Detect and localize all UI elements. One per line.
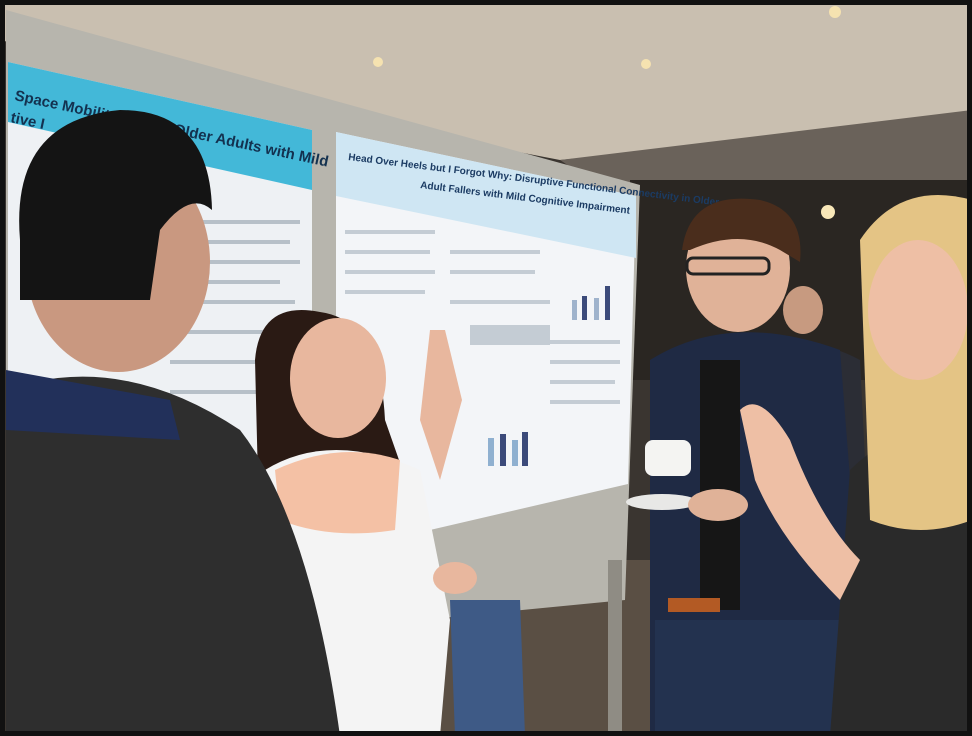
person-cup-part <box>682 198 801 262</box>
poster-text-lines-part <box>170 280 280 284</box>
poster-text-lines-part <box>170 260 300 264</box>
background-part <box>560 110 972 200</box>
poster-right-part <box>336 132 636 258</box>
person-pointing-part <box>420 330 462 480</box>
poster-text-lines-part <box>170 300 295 304</box>
person-background-part <box>783 286 823 334</box>
person-cup-part <box>685 256 771 276</box>
person-pointing-part <box>450 600 525 736</box>
person-blonde-part <box>868 240 968 380</box>
poster-figure-part <box>500 434 506 466</box>
poster-text-lines-part <box>345 250 430 254</box>
person-blonde-part <box>740 404 860 600</box>
poster-text-lines <box>345 230 620 404</box>
poster-title-line: tive I <box>9 109 46 133</box>
poster-text-lines-part <box>450 270 535 274</box>
poster-board-part <box>608 560 622 736</box>
background-part <box>0 0 972 160</box>
poster-text-lines-part <box>170 240 290 244</box>
person-cup-part <box>655 620 840 736</box>
person-cup-part <box>626 494 698 510</box>
person-cup-part <box>645 440 691 476</box>
poster-text-lines-part <box>450 250 540 254</box>
poster-text-lines-part <box>550 380 615 384</box>
person-cup-part <box>668 598 720 612</box>
poster-figure-part <box>605 286 610 320</box>
background-part <box>829 6 841 18</box>
poster-figure-part <box>572 300 577 320</box>
person-cup <box>626 198 870 736</box>
poster-text-lines-part <box>345 290 425 294</box>
background-part <box>641 59 651 69</box>
poster-text-lines-part <box>450 300 550 304</box>
poster-text-lines <box>170 220 300 394</box>
poster-text-lines-part <box>170 360 285 364</box>
poster-figure-part <box>512 440 518 466</box>
person-pointing-part <box>275 452 400 534</box>
person-pointing-part <box>290 318 386 438</box>
poster-figure-part <box>488 438 494 466</box>
person-foreground-part <box>6 370 180 440</box>
person-blonde <box>740 195 972 736</box>
poster-text-lines-part <box>470 325 550 345</box>
poster-figure-part <box>582 296 587 320</box>
poster-text-lines-part <box>550 360 620 364</box>
person-foreground <box>6 110 340 736</box>
person-foreground-part <box>19 110 212 300</box>
poster-text-lines-part <box>550 400 620 404</box>
person-cup-part <box>700 360 740 610</box>
poster-text-lines-part <box>170 390 295 394</box>
poster-text-lines-part <box>345 230 435 234</box>
background-part <box>821 205 835 219</box>
poster-text-lines-part <box>170 330 300 334</box>
poster-figure-part <box>594 298 599 320</box>
poster-text-lines-part <box>170 220 300 224</box>
poster-figure-part <box>522 432 528 466</box>
poster-figure <box>488 286 610 466</box>
person-cup-part <box>688 489 748 521</box>
person-pointing-part <box>433 562 477 594</box>
background-part <box>373 57 383 67</box>
poster-text-lines-part <box>550 340 620 344</box>
person-foreground-part <box>6 376 340 736</box>
poster-text-lines-part <box>345 270 435 274</box>
